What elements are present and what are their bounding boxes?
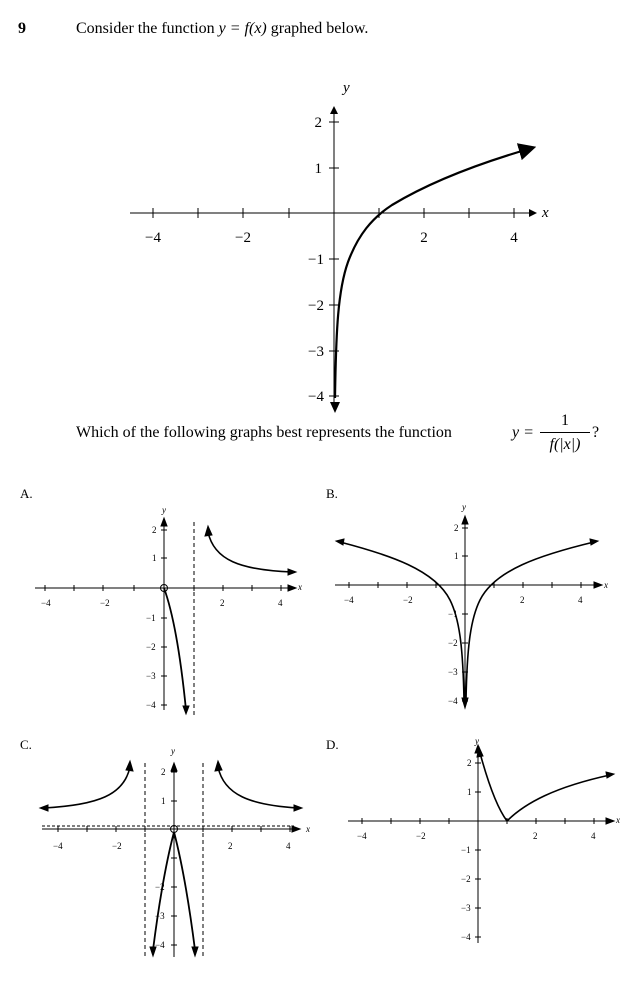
svg-text:1: 1 xyxy=(467,787,472,797)
main-x-tick-neg2: −2 xyxy=(235,230,251,246)
svg-text:2: 2 xyxy=(467,758,472,768)
option-b-graph[interactable]: −4 −2 2 4 2 1 −1 −2 −3 −4 x y xyxy=(330,500,630,720)
main-y-tick-neg3: −3 xyxy=(308,344,324,360)
main-y-tick-2: 2 xyxy=(315,115,323,131)
intro-after: graphed below. xyxy=(266,20,369,37)
svg-text:1: 1 xyxy=(152,553,157,563)
svg-text:−2: −2 xyxy=(146,642,156,652)
svg-text:−4: −4 xyxy=(146,700,156,710)
svg-text:1: 1 xyxy=(454,551,459,561)
main-y-tick-neg2: −2 xyxy=(308,298,324,314)
svg-text:4: 4 xyxy=(578,595,583,605)
fraction-denominator: f(|x|) xyxy=(549,436,581,453)
svg-text:4: 4 xyxy=(286,841,291,851)
option-c-graph[interactable]: −4 −2 2 4 2 1 −2 −3 −4 x y xyxy=(30,745,320,970)
svg-text:2: 2 xyxy=(520,595,525,605)
svg-text:y: y xyxy=(170,746,175,756)
main-x-tick-2: 2 xyxy=(420,230,428,246)
main-y-tick-neg4: −4 xyxy=(308,389,324,405)
svg-text:−4: −4 xyxy=(448,696,458,706)
svg-text:−2: −2 xyxy=(155,882,165,892)
option-b-label[interactable]: B. xyxy=(326,486,338,501)
main-y-tick-neg1: −1 xyxy=(308,252,324,268)
option-d-graph[interactable]: −4 −2 2 4 2 1 −1 −2 −3 −4 x y xyxy=(340,735,635,950)
main-graph: −4 −2 2 4 2 1 −1 −2 −3 −4 x y xyxy=(130,80,549,413)
svg-text:2: 2 xyxy=(220,598,225,608)
svg-text:y: y xyxy=(474,736,479,746)
svg-text:4: 4 xyxy=(278,598,283,608)
fraction-numerator: 1 xyxy=(561,412,569,429)
svg-text:2: 2 xyxy=(228,841,233,851)
intro-function: y = f(x) xyxy=(218,20,267,37)
main-x-tick-neg4: −4 xyxy=(145,230,161,246)
main-y-axis-label: y xyxy=(341,80,350,96)
svg-text:x: x xyxy=(603,580,608,590)
question-intro: Consider the function y = f(x) graphed b… xyxy=(76,20,368,38)
svg-text:−1: −1 xyxy=(448,609,458,619)
main-y-tickmarks xyxy=(329,121,339,397)
svg-text:−2: −2 xyxy=(403,595,413,605)
function-fraction: 1 f(|x|) xyxy=(540,412,590,455)
svg-text:−3: −3 xyxy=(155,911,165,921)
svg-text:−4: −4 xyxy=(41,598,51,608)
svg-text:4: 4 xyxy=(591,831,596,841)
svg-text:−1: −1 xyxy=(461,845,471,855)
svg-text:−3: −3 xyxy=(146,671,156,681)
function-lhs: y = xyxy=(512,424,534,441)
which-question-text: Which of the following graphs best repre… xyxy=(76,424,452,441)
svg-text:2: 2 xyxy=(161,767,166,777)
svg-text:y: y xyxy=(461,502,466,512)
fraction-bar xyxy=(540,432,590,433)
svg-text:−4: −4 xyxy=(53,841,63,851)
intro-before: Consider the function xyxy=(76,20,219,37)
svg-text:−3: −3 xyxy=(448,667,458,677)
svg-text:−2: −2 xyxy=(416,831,426,841)
svg-text:x: x xyxy=(297,582,302,592)
svg-text:−4: −4 xyxy=(155,940,165,950)
svg-text:1: 1 xyxy=(161,796,166,806)
svg-text:−2: −2 xyxy=(112,841,122,851)
svg-text:−4: −4 xyxy=(461,932,471,942)
svg-text:−1: −1 xyxy=(146,613,156,623)
main-x-tick-4: 4 xyxy=(510,230,518,246)
svg-text:−4: −4 xyxy=(344,595,354,605)
svg-text:2: 2 xyxy=(533,831,538,841)
svg-text:−4: −4 xyxy=(357,831,367,841)
main-x-tickmarks xyxy=(152,208,515,218)
main-curve-down-arrow xyxy=(330,402,340,413)
main-curve xyxy=(333,143,537,399)
option-a-graph[interactable]: −4 −2 2 4 2 1 −1 −2 −3 −4 x y xyxy=(30,500,320,725)
svg-text:−2: −2 xyxy=(448,638,458,648)
svg-text:2: 2 xyxy=(454,523,459,533)
question-number: 9 xyxy=(18,20,26,37)
svg-text:y: y xyxy=(161,505,166,515)
svg-text:2: 2 xyxy=(152,525,157,535)
svg-text:−2: −2 xyxy=(100,598,110,608)
svg-text:x: x xyxy=(305,824,310,834)
option-d-label[interactable]: D. xyxy=(326,737,339,752)
svg-text:x: x xyxy=(615,815,620,825)
svg-text:−2: −2 xyxy=(461,874,471,884)
option-c-label[interactable]: C. xyxy=(20,737,32,752)
question-mark: ? xyxy=(592,424,600,441)
main-y-tick-1: 1 xyxy=(315,161,323,177)
svg-text:−3: −3 xyxy=(461,903,471,913)
main-x-axis-label: x xyxy=(541,205,549,221)
option-a-label[interactable]: A. xyxy=(20,486,33,501)
